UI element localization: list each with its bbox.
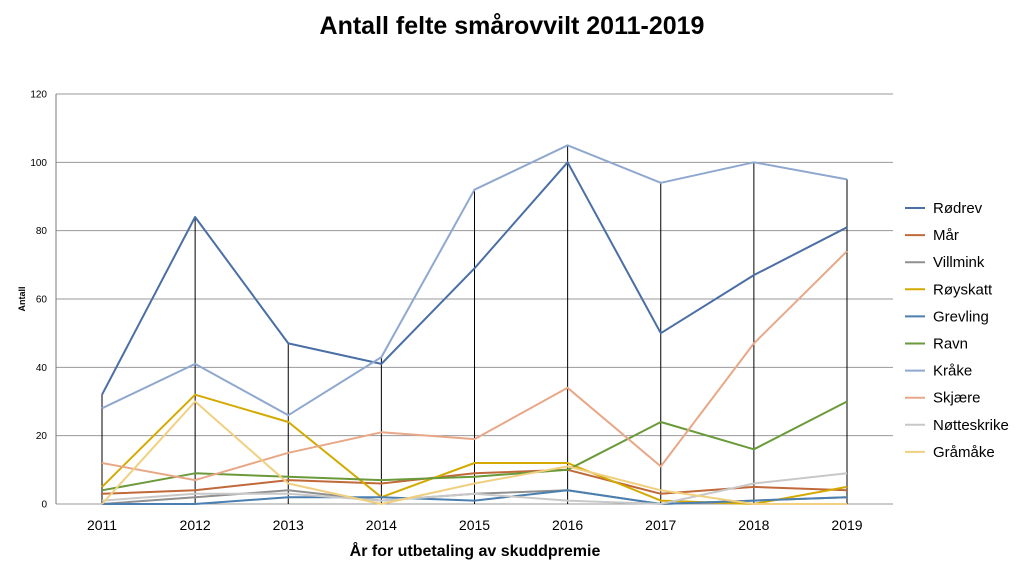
y-tick-label: 20	[36, 431, 48, 442]
chart-title: Antall felte smårovvilt 2011-2019	[319, 12, 705, 40]
x-tick-label: 2016	[552, 517, 583, 533]
x-tick-label: 2019	[831, 517, 862, 533]
y-tick-label: 120	[30, 90, 47, 101]
x-tick-label: 2012	[180, 517, 211, 533]
x-tick-label: 2013	[273, 517, 304, 533]
legend-label: Skjære	[933, 390, 981, 407]
x-tick-label: 2018	[738, 517, 769, 533]
y-tick-label: 80	[36, 226, 48, 237]
axes: 0 20 40 60 80 100 120 2011 2012 2013 2014 2015 2016 2…	[30, 90, 862, 534]
drop-lines	[101, 145, 848, 504]
legend-label: Kråke	[933, 363, 972, 380]
legend-label: Gråmåke	[933, 444, 995, 461]
series-line-4	[102, 489, 848, 505]
series-line-8	[101, 472, 848, 505]
y-tick-label: 60	[36, 295, 48, 306]
series-line-7	[101, 250, 848, 482]
series-line-9	[101, 400, 847, 505]
y-tick-label: 40	[36, 363, 48, 374]
legend-label: Rødrev	[933, 200, 983, 217]
legend: Rødrev Mår Villmink Røyskatt Grevling Ravn Krå…	[905, 200, 1009, 461]
legend-label: Nøtteskrike	[933, 417, 1009, 434]
y-tick-label: 100	[30, 158, 47, 169]
x-axis-title: År for utbetaling av skuddpremie	[350, 541, 601, 560]
y-axis-title: Antall	[17, 286, 27, 311]
legend-label: Grevling	[933, 308, 989, 325]
legend-label: Mår	[933, 227, 959, 244]
series-lines	[101, 144, 848, 505]
series-line-3	[101, 393, 848, 505]
legend-label: Villmink	[933, 254, 985, 271]
x-tick-label: 2011	[87, 517, 117, 533]
series-line-6	[101, 144, 848, 417]
x-tick-label: 2015	[459, 517, 490, 533]
legend-label: Ravn	[933, 336, 968, 353]
legend-label: Røyskatt	[933, 281, 993, 298]
series-line-5	[101, 400, 848, 492]
series-line-0	[101, 161, 848, 396]
x-tick-label: 2014	[366, 517, 397, 533]
series-line-1	[101, 468, 848, 495]
y-tick-label: 0	[41, 500, 47, 511]
x-tick-label: 2017	[645, 517, 676, 533]
